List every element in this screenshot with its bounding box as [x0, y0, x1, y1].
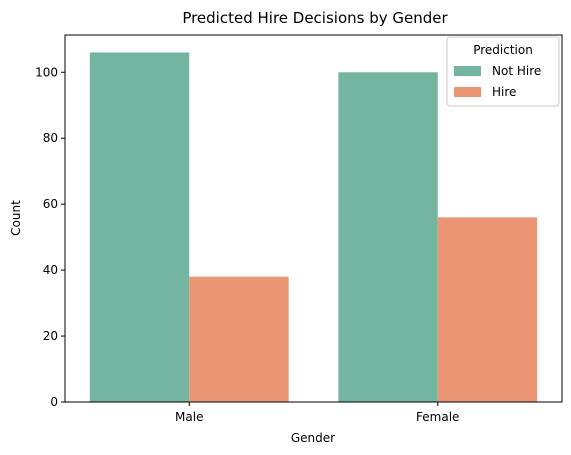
chart-title: Predicted Hire Decisions by Gender [182, 9, 448, 27]
y-axis-label: Count [9, 200, 23, 236]
bar-hire-male [189, 276, 289, 402]
bar-hire-female [437, 217, 538, 402]
y-tick-label: 60 [43, 197, 58, 211]
x-tick-label: Male [175, 410, 203, 424]
legend-swatch [454, 87, 481, 97]
legend-label: Not Hire [492, 64, 541, 78]
x-axis: Male Female [175, 402, 459, 424]
bars-group [89, 52, 538, 402]
legend-items: Not Hire Hire [454, 64, 541, 99]
x-tick-label: Female [416, 410, 459, 424]
legend: Prediction Not Hire Hire [446, 36, 560, 107]
legend-swatch [454, 66, 481, 76]
y-axis: 0 20 40 60 80 100 [35, 65, 65, 409]
plot-frame [64, 34, 563, 403]
y-tick-label: 80 [43, 131, 58, 145]
legend-title: Prediction [473, 43, 533, 57]
y-tick-label: 100 [35, 65, 58, 79]
bar-not-hire-female [338, 72, 438, 402]
y-tick-label: 20 [43, 329, 58, 343]
x-axis-label: Gender [291, 431, 335, 445]
y-tick-label: 40 [43, 263, 58, 277]
y-tick-label: 0 [50, 395, 58, 409]
legend-label: Hire [492, 85, 516, 99]
bar-not-hire-male [89, 52, 190, 402]
